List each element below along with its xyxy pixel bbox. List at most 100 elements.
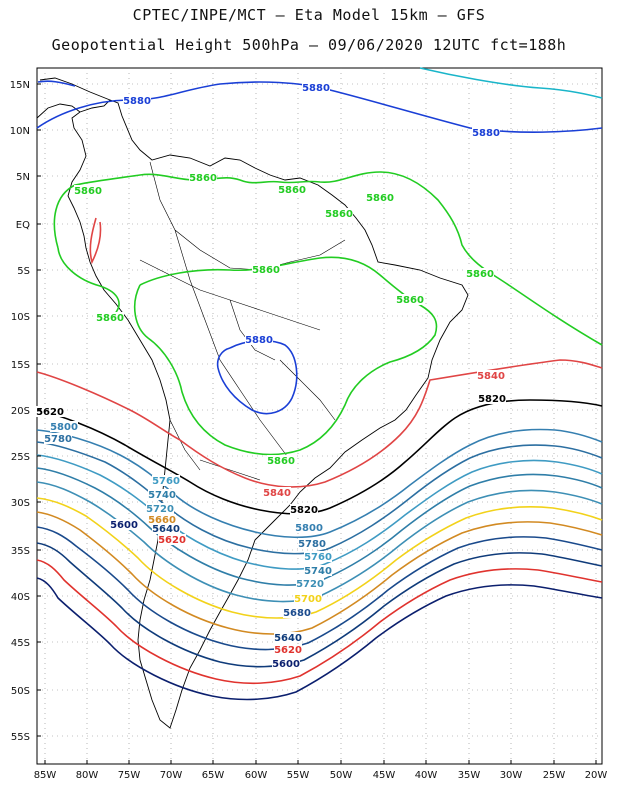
contour-line bbox=[53, 171, 603, 346]
contour-line bbox=[36, 526, 603, 651]
contour-label: 5860 bbox=[466, 269, 494, 280]
contour-line bbox=[36, 359, 603, 488]
graticule bbox=[37, 68, 602, 764]
contour-label-bg bbox=[267, 455, 295, 466]
chart-title: CPTEC/INPE/MCT – Eta Model 15km – GFS bbox=[132, 6, 486, 24]
contour-label-bg bbox=[477, 370, 505, 381]
central-america-coast bbox=[36, 103, 81, 119]
lon-tick-label: 25W bbox=[543, 770, 566, 781]
contour-label-bg bbox=[396, 294, 424, 305]
contour-label-bg bbox=[304, 551, 332, 562]
contour-label-bg bbox=[278, 184, 306, 195]
contour-label: 5800 bbox=[295, 523, 323, 534]
contour-label-bg bbox=[478, 393, 506, 404]
contour-label-bg bbox=[245, 334, 273, 345]
contour-label-bg bbox=[296, 578, 324, 589]
lat-tick-label: 45S bbox=[11, 638, 30, 649]
contour-line bbox=[36, 542, 603, 668]
contour-line bbox=[36, 497, 603, 619]
contour-label-bg bbox=[274, 644, 302, 655]
lat-tick-label: 40S bbox=[11, 592, 30, 603]
lat-tick-label: 10S bbox=[11, 312, 30, 323]
contour-line bbox=[36, 559, 603, 685]
lon-tick-label: 85W bbox=[34, 770, 57, 781]
contour-label: 5860 bbox=[396, 295, 424, 306]
contour-line bbox=[36, 577, 603, 701]
contour-label: 5860 bbox=[278, 185, 306, 196]
interior-borders bbox=[139, 161, 346, 481]
contour-label: 5860 bbox=[252, 265, 280, 276]
contour-label-bg bbox=[123, 95, 151, 106]
contour-label-bg bbox=[44, 433, 72, 444]
lon-tick-label: 70W bbox=[160, 770, 183, 781]
contour-label-bg bbox=[466, 268, 494, 279]
contour-line bbox=[57, 247, 120, 321]
contour-label-bg bbox=[302, 82, 330, 93]
contour-label-bg bbox=[74, 185, 102, 196]
contour-line bbox=[36, 428, 603, 539]
contour-label: 5860 bbox=[74, 186, 102, 197]
lon-tick-label: 45W bbox=[373, 770, 396, 781]
contour-label: 5760 bbox=[152, 476, 180, 487]
contour-line bbox=[36, 454, 603, 570]
contour-label-bg bbox=[272, 658, 300, 669]
contour-label-bg bbox=[295, 522, 323, 533]
lat-tick-label: 25S bbox=[11, 452, 30, 463]
contour-label-bg bbox=[366, 192, 394, 203]
contour-labels: 5880 5880 5880 5860 5860 5860 5860 5860 5860 5860… bbox=[36, 82, 506, 670]
contour-label-bg bbox=[290, 504, 318, 515]
lat-tick-label: 20S bbox=[11, 406, 30, 417]
contour-label: 5860 bbox=[189, 173, 217, 184]
contour-label-bg bbox=[110, 519, 138, 530]
map-frame bbox=[36, 67, 603, 765]
contour-label: 5700 bbox=[294, 594, 322, 605]
contour-label: 5840 bbox=[477, 371, 505, 382]
lat-tick-label: 10N bbox=[10, 126, 30, 137]
lat-tick-label: 5S bbox=[17, 266, 30, 277]
contour-label: 5740 bbox=[304, 566, 332, 577]
lat-tick-label: 35S bbox=[11, 546, 30, 557]
south-america-coastline bbox=[67, 99, 469, 729]
contour-label-bg bbox=[146, 503, 174, 514]
lon-tick-label: 65W bbox=[202, 770, 225, 781]
contour-label: 5820 bbox=[478, 394, 506, 405]
contour-label: 5720 bbox=[146, 504, 174, 515]
lon-tick-label: 55W bbox=[287, 770, 310, 781]
lat-tick-label: 50S bbox=[11, 686, 30, 697]
contour-label-bg bbox=[36, 406, 64, 417]
contour-label: 5820 bbox=[290, 505, 318, 516]
contour-label-bg bbox=[148, 489, 176, 500]
contour-label: 5880 bbox=[245, 335, 273, 346]
contour-label: 5640 bbox=[274, 633, 302, 644]
contour-label: 5800 bbox=[50, 422, 78, 433]
contour-line bbox=[36, 441, 603, 555]
contour-label: 5780 bbox=[298, 539, 326, 550]
lon-tick-label: 75W bbox=[118, 770, 141, 781]
contour-label-bg bbox=[304, 565, 332, 576]
contour-label: 5780 bbox=[44, 434, 72, 445]
contour-label: 5720 bbox=[296, 579, 324, 590]
contour-line bbox=[133, 256, 438, 456]
contour-label-bg bbox=[152, 523, 180, 534]
contour-label: 5660 bbox=[148, 515, 176, 526]
contour-label-bg bbox=[325, 208, 353, 219]
contour-label: 5860 bbox=[96, 313, 124, 324]
contour-label-bg bbox=[252, 264, 280, 275]
lon-tick-label: 80W bbox=[76, 770, 99, 781]
lon-tick-label: 50W bbox=[330, 770, 353, 781]
contour-label-bg bbox=[148, 514, 176, 525]
lon-tick-label: 30W bbox=[500, 770, 523, 781]
contour-label: 5640 bbox=[152, 524, 180, 535]
axis-ticks: 85W 80W 75W 70W 65W 60W 55W 50W 45W 40W 35W 30W 25W 2… bbox=[10, 80, 608, 781]
contour-label: 5840 bbox=[263, 488, 291, 499]
lat-tick-label: EQ bbox=[16, 220, 30, 231]
contour-label: 5760 bbox=[304, 552, 332, 563]
contour-label: 5860 bbox=[366, 193, 394, 204]
contour-label-bg bbox=[263, 487, 291, 498]
contour-label-bg bbox=[96, 312, 124, 323]
contour-label-bg bbox=[158, 534, 186, 545]
lon-tick-label: 35W bbox=[458, 770, 481, 781]
contour-label-bg bbox=[189, 172, 217, 183]
lat-tick-label: 30S bbox=[11, 498, 30, 509]
